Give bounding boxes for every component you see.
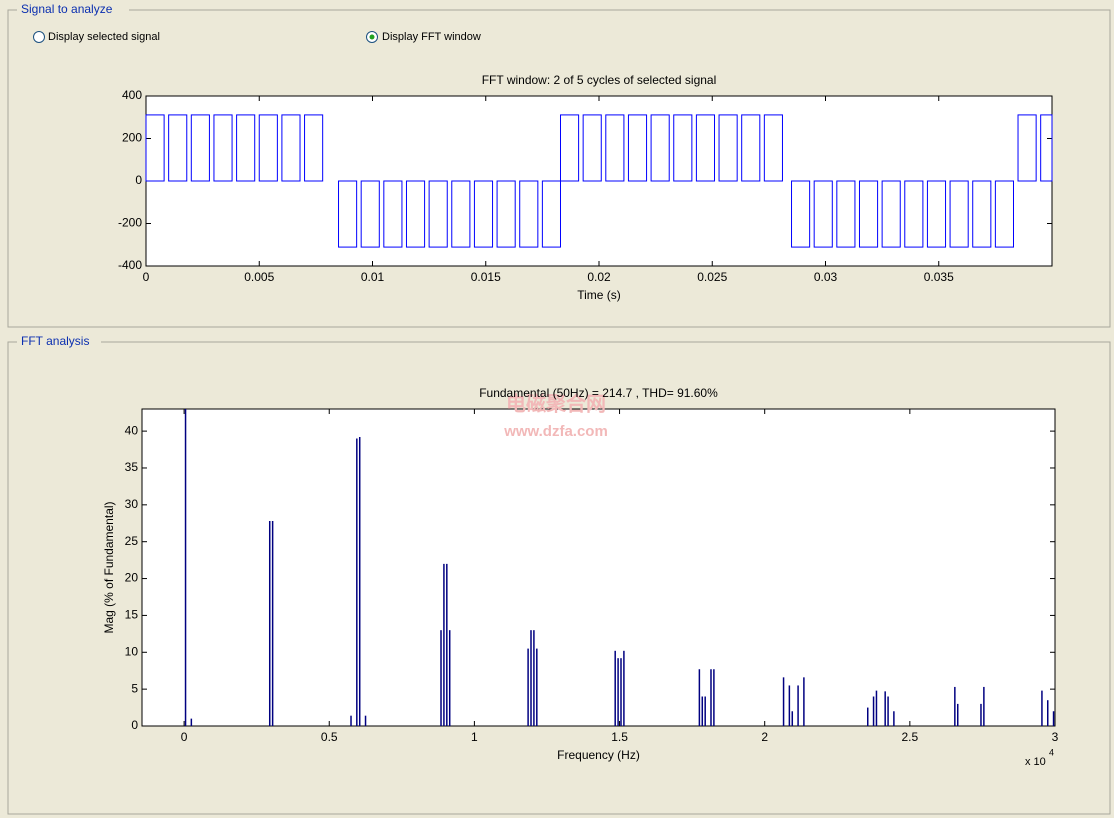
y-tick-label: 0 (131, 718, 138, 732)
pulse (904, 180, 924, 248)
x-tick-label: 0.03 (814, 270, 838, 284)
signal (145, 114, 1053, 248)
pulse (338, 180, 358, 248)
x-tick-label: 2 (761, 730, 768, 744)
pulse (972, 180, 992, 248)
y-tick-label: -400 (118, 258, 142, 272)
y-tick-label: -200 (118, 216, 142, 230)
pulse (428, 180, 448, 248)
pulse (213, 114, 233, 182)
pulse (650, 114, 670, 182)
pulse (949, 180, 969, 248)
y-tick-label: 25 (125, 534, 139, 548)
x-tick-label: 0.005 (244, 270, 274, 284)
y-tick-label: 35 (125, 460, 139, 474)
pulse (360, 180, 380, 248)
pulse (813, 180, 833, 248)
panel-frame (7, 9, 1111, 328)
pulse (881, 180, 901, 248)
pulse (304, 114, 324, 182)
pulse (496, 180, 516, 248)
pulse (858, 180, 879, 248)
y-tick-label: 400 (122, 88, 142, 102)
radio[interactable]: Display selected signal (33, 31, 160, 43)
x-tick-label: 0.025 (697, 270, 727, 284)
pulse (836, 180, 856, 248)
x-tick-label: 0 (181, 730, 188, 744)
pulse (541, 180, 561, 248)
pulse (741, 114, 761, 182)
pulse (281, 114, 301, 182)
axes (141, 408, 1056, 727)
y-tick-label: 0 (135, 173, 142, 187)
panel-title: Signal to analyze (21, 2, 113, 16)
pulse (926, 180, 947, 248)
pulse (1017, 114, 1037, 182)
x-axis-label: Time (s) (577, 288, 621, 302)
x-tick-label: 0.015 (471, 270, 501, 284)
x-tick-label: 0.02 (587, 270, 611, 284)
pulse (473, 180, 494, 248)
radio-label[interactable]: Display selected signal (48, 31, 160, 43)
y-tick-label: 20 (125, 571, 139, 585)
watermark: www.dzfa.com (503, 423, 608, 440)
watermark: 电磁聚合网 (506, 391, 606, 415)
pulse (236, 114, 256, 182)
panel-frame (7, 341, 1111, 815)
y-tick-label: 5 (131, 681, 138, 695)
pulse (605, 114, 625, 182)
pulse (190, 114, 210, 182)
x-tick-label: 0.035 (924, 270, 954, 284)
x-scale-label: x 10 (1025, 756, 1046, 768)
x-tick-label: 1.5 (611, 730, 628, 744)
pulse (994, 180, 1014, 248)
pulse (519, 180, 539, 248)
x-tick-label: 3 (1052, 730, 1059, 744)
pulse (451, 180, 471, 248)
pulse (168, 114, 188, 182)
pulse (258, 114, 278, 182)
panel-title-bg (17, 3, 129, 17)
chart-title: Fundamental (50Hz) = 214.7 , THD= 91.60% (479, 386, 718, 400)
pulse (383, 180, 403, 248)
x-scale-exponent: 4 (1049, 747, 1054, 757)
pulse (627, 114, 648, 182)
y-tick-label: 200 (122, 131, 142, 145)
pulse (145, 114, 165, 182)
radio[interactable]: Display FFT window (366, 31, 481, 43)
pulse (791, 180, 811, 248)
y-tick-label: 15 (125, 608, 139, 622)
panel-title-bg (17, 335, 101, 349)
x-axis-label: Frequency (Hz) (557, 748, 640, 762)
x-tick-label: 0 (143, 270, 150, 284)
y-axis-label: Mag (% of Fundamental) (102, 501, 116, 633)
x-tick-label: 2.5 (902, 730, 919, 744)
y-tick-label: 30 (125, 497, 139, 511)
x-tick-label: 0.01 (361, 270, 385, 284)
radio-label[interactable]: Display FFT window (382, 31, 481, 43)
x-tick-label: 0.5 (321, 730, 338, 744)
x-tick-label: 1 (471, 730, 478, 744)
y-tick-label: 40 (125, 423, 139, 437)
panel-title: FFT analysis (21, 334, 89, 348)
chart-title: FFT window: 2 of 5 cycles of selected si… (482, 73, 717, 87)
pulse (763, 114, 783, 182)
y-tick-label: 10 (125, 644, 139, 658)
spectrum (184, 409, 1055, 726)
pulse (673, 114, 693, 182)
pulse (405, 180, 426, 248)
pulse (582, 114, 602, 182)
pulse (1040, 114, 1053, 182)
pulse (718, 114, 738, 182)
pulse (695, 114, 716, 182)
pulse (559, 114, 580, 182)
